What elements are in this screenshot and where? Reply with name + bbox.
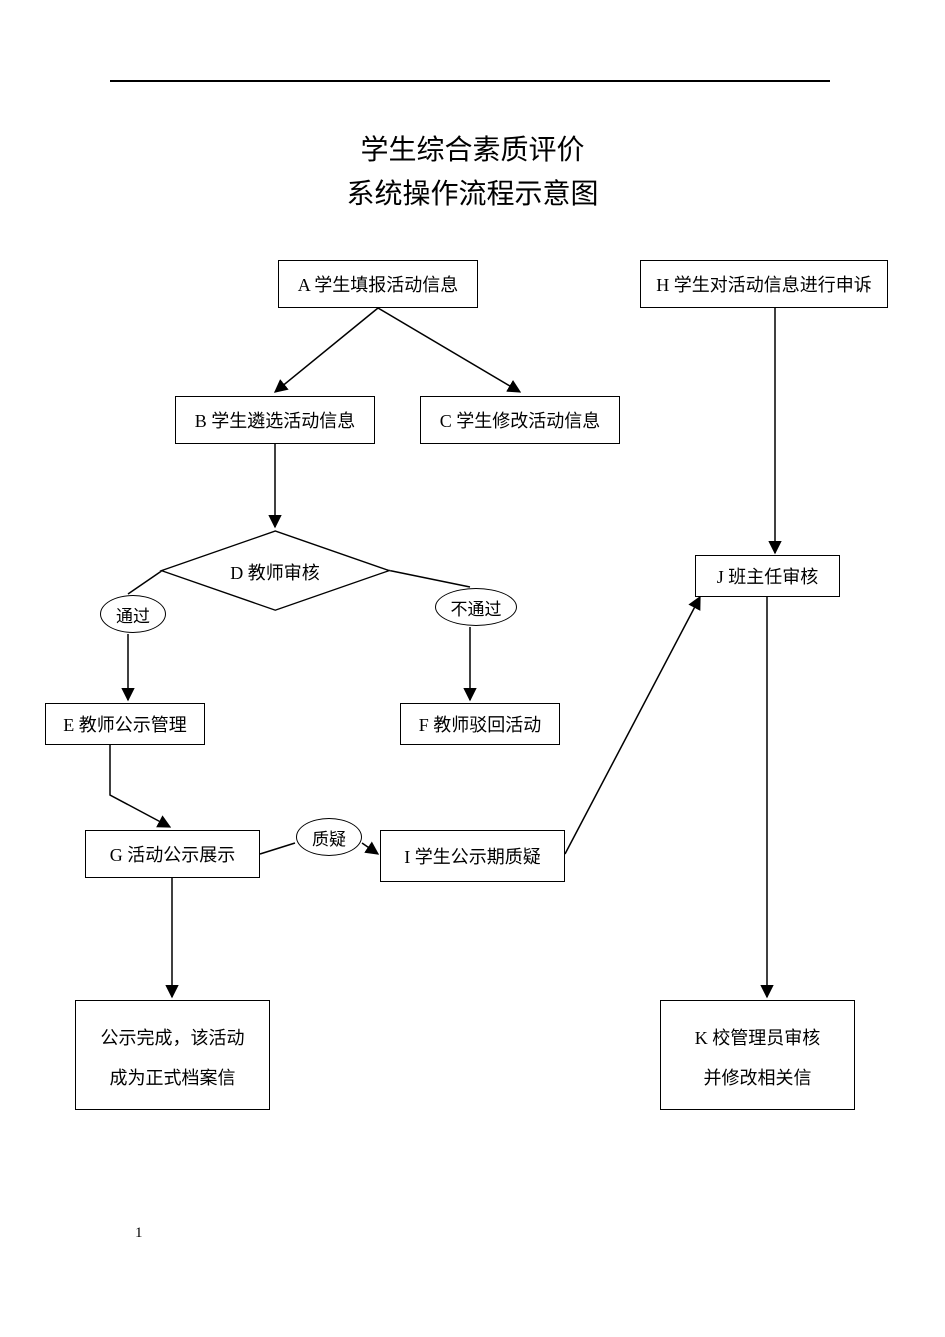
node-end-line2: 成为正式档案信: [110, 1059, 236, 1099]
node-g-label: G 活动公示展示: [110, 841, 236, 867]
title-line-1: 学生综合素质评价: [0, 128, 945, 168]
node-e: E 教师公示管理: [45, 703, 205, 745]
node-c: C 学生修改活动信息: [420, 396, 620, 444]
node-j-label: J 班主任审核: [717, 563, 819, 589]
node-b-label: B 学生遴选活动信息: [195, 407, 356, 433]
header-rule: [110, 80, 830, 82]
node-k: K 校管理员审核 并修改相关信: [660, 1000, 855, 1110]
decision-label-query-text: 质疑: [312, 825, 346, 850]
node-b: B 学生遴选活动信息: [175, 396, 375, 444]
page: 学生综合素质评价 系统操作流程示意图 A 学生填报活动信息 H 学生对活动信息进…: [0, 0, 945, 1337]
node-a-label: A 学生填报活动信息: [298, 271, 459, 297]
node-d-label: D 教师审核: [160, 559, 390, 585]
node-j: J 班主任审核: [695, 555, 840, 597]
node-end-line1: 公示完成，该活动: [101, 1019, 245, 1059]
node-d: D 教师审核: [160, 530, 390, 610]
decision-label-reject: 不通过: [435, 588, 517, 626]
node-h: H 学生对活动信息进行申诉: [640, 260, 888, 308]
node-f: F 教师驳回活动: [400, 703, 560, 745]
node-a: A 学生填报活动信息: [278, 260, 478, 308]
node-k-line1: K 校管理员审核: [695, 1019, 821, 1059]
node-h-label: H 学生对活动信息进行申诉: [656, 271, 872, 297]
page-number: 1: [135, 1225, 143, 1242]
node-i: I 学生公示期质疑: [380, 830, 565, 882]
node-e-label: E 教师公示管理: [63, 711, 187, 737]
node-i-label: I 学生公示期质疑: [404, 843, 541, 869]
node-end: 公示完成，该活动 成为正式档案信: [75, 1000, 270, 1110]
node-g: G 活动公示展示: [85, 830, 260, 878]
decision-label-query: 质疑: [296, 818, 362, 856]
decision-label-pass: 通过: [100, 595, 166, 633]
title-line-2: 系统操作流程示意图: [0, 172, 945, 212]
decision-label-pass-text: 通过: [116, 602, 150, 627]
decision-label-reject-text: 不通过: [451, 595, 502, 620]
node-f-label: F 教师驳回活动: [419, 711, 542, 737]
node-k-line2: 并修改相关信: [704, 1059, 812, 1099]
node-c-label: C 学生修改活动信息: [440, 407, 601, 433]
